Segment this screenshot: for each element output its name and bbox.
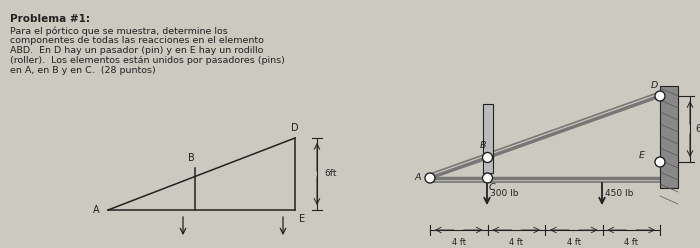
Text: componentes de todas las reacciones en el elemento: componentes de todas las reacciones en e… [10,36,264,45]
Text: 450 lb: 450 lb [605,189,634,198]
Circle shape [425,173,435,183]
Text: 6 ft: 6 ft [696,124,700,134]
Text: E: E [299,214,305,224]
Text: B: B [188,153,195,163]
Text: 4 ft: 4 ft [567,238,581,247]
Text: (roller).  Los elementos están unidos por pasadores (pins): (roller). Los elementos están unidos por… [10,56,285,65]
Text: A: A [93,205,100,215]
Bar [482,104,493,173]
Text: Problema #1:: Problema #1: [10,14,90,24]
Text: 4 ft: 4 ft [452,238,466,247]
Text: ABD.  En D hay un pasador (pin) y en E hay un rodillo: ABD. En D hay un pasador (pin) y en E ha… [10,46,263,55]
Text: 4 ft: 4 ft [624,238,638,247]
Text: Para el pórtico que se muestra, determine los: Para el pórtico que se muestra, determin… [10,26,228,35]
Circle shape [482,153,493,162]
Bar [660,86,678,188]
Circle shape [655,157,665,167]
Text: en A, en B y en C.  (28 puntos): en A, en B y en C. (28 puntos) [10,66,155,75]
Circle shape [482,173,493,183]
Text: 300 lb: 300 lb [490,189,519,198]
Circle shape [655,91,665,101]
Text: 4 ft: 4 ft [510,238,524,247]
Text: B: B [480,141,486,150]
Text: D: D [291,123,299,133]
Text: E: E [639,152,645,160]
Text: D: D [650,82,658,91]
Text: 6ft: 6ft [324,169,337,179]
Text: C: C [488,184,495,192]
Text: A: A [414,174,421,183]
